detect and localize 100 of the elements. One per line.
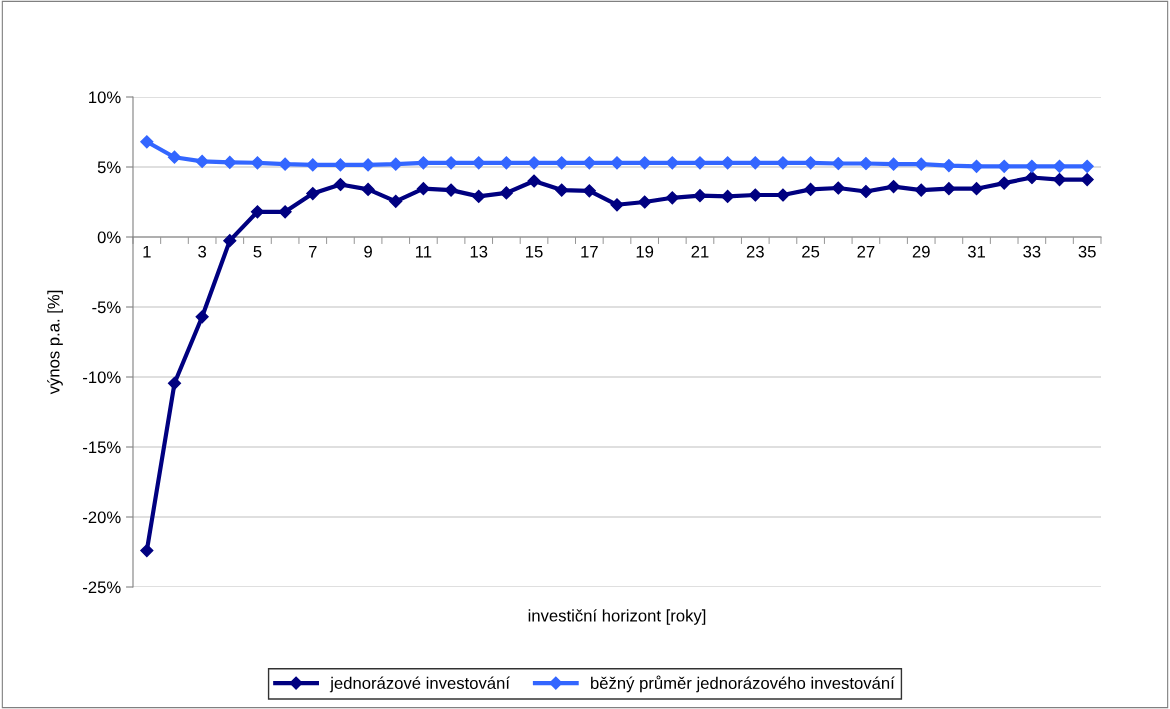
point (831, 181, 845, 195)
point (1052, 159, 1067, 173)
y-tick-label: -20% (83, 511, 121, 524)
y-tick-label: -15% (83, 441, 121, 454)
point (416, 156, 430, 170)
point (416, 182, 430, 196)
point (167, 376, 182, 390)
point (1080, 159, 1094, 173)
x-tick-label: 11 (416, 245, 432, 258)
point (555, 156, 569, 170)
point (499, 186, 513, 200)
x-tick-label: 17 (581, 245, 598, 258)
point (776, 156, 790, 170)
point (886, 157, 901, 171)
legend-label: běžný průměr jednorázového investování (591, 675, 895, 693)
point (748, 188, 762, 202)
point (250, 205, 265, 219)
x-tick-label: 31 (967, 245, 985, 258)
x-tick-label: 19 (636, 245, 654, 258)
point (1025, 170, 1039, 185)
x-tick-label: 1 (143, 245, 151, 258)
point (804, 182, 818, 196)
point (610, 156, 624, 170)
x-tick-label: 15 (526, 245, 543, 258)
point (776, 188, 790, 202)
x-tick-label: 35 (1078, 245, 1096, 258)
point (140, 544, 154, 558)
point (306, 187, 320, 201)
point (333, 177, 348, 192)
point (444, 156, 458, 170)
point (886, 180, 901, 194)
x-tick-label: 7 (308, 245, 317, 258)
point (333, 158, 348, 172)
point (555, 183, 569, 197)
point (831, 156, 845, 171)
x-axis-title: investiční horizont [roky] (528, 609, 706, 625)
point (389, 157, 403, 171)
point (914, 157, 928, 171)
point (721, 189, 735, 203)
x-tick-label: 5 (253, 245, 262, 258)
y-tick-label: -5% (92, 301, 121, 314)
x-tick-label: 13 (470, 245, 488, 258)
point (914, 183, 928, 197)
point (693, 156, 707, 170)
point (223, 234, 237, 248)
point (250, 156, 265, 170)
y-axis-title: výnos p.a. [%] (47, 290, 63, 395)
point (306, 158, 320, 172)
point (361, 158, 375, 172)
x-tick-label: 25 (802, 245, 820, 258)
point (582, 184, 596, 198)
point (721, 156, 735, 170)
point (969, 182, 984, 196)
x-tick-label: 9 (364, 245, 372, 258)
point (1025, 159, 1039, 173)
x-tick-label: 27 (857, 245, 875, 258)
legend-label: jednorázové investování (329, 676, 510, 693)
point (527, 156, 541, 170)
point (665, 191, 679, 205)
point (1052, 173, 1067, 187)
point (1080, 173, 1094, 187)
point (804, 156, 818, 170)
point (859, 184, 873, 199)
y-tick-label: 0% (97, 231, 121, 244)
point (665, 156, 679, 170)
point (278, 157, 292, 171)
y-tick-label: -25% (83, 581, 121, 594)
point (969, 159, 984, 173)
x-tick-label: 21 (691, 245, 709, 258)
point (444, 183, 458, 197)
point (499, 156, 513, 170)
point (195, 154, 209, 168)
point (278, 205, 292, 219)
point (527, 174, 541, 188)
x-tick-label: 3 (198, 245, 207, 258)
point (610, 198, 624, 212)
y-tick-label: 10% (89, 91, 121, 104)
y-tick-label: -10% (83, 371, 121, 384)
point (638, 156, 652, 170)
point (472, 189, 486, 203)
point (693, 189, 707, 203)
x-tick-label: 33 (1023, 245, 1041, 258)
point (582, 156, 596, 170)
point (997, 176, 1011, 190)
x-tick-label: 23 (746, 245, 764, 258)
point (997, 159, 1011, 173)
y-tick-label: 5% (97, 161, 121, 174)
point (942, 182, 956, 196)
point (748, 156, 762, 170)
point (223, 155, 237, 169)
point (638, 195, 652, 209)
point (167, 150, 182, 164)
point (389, 194, 403, 208)
point (859, 156, 873, 171)
point (140, 135, 154, 149)
point (942, 159, 956, 173)
point (361, 182, 375, 196)
point (472, 156, 486, 170)
point (195, 310, 209, 324)
x-tick-label: 29 (912, 245, 930, 258)
